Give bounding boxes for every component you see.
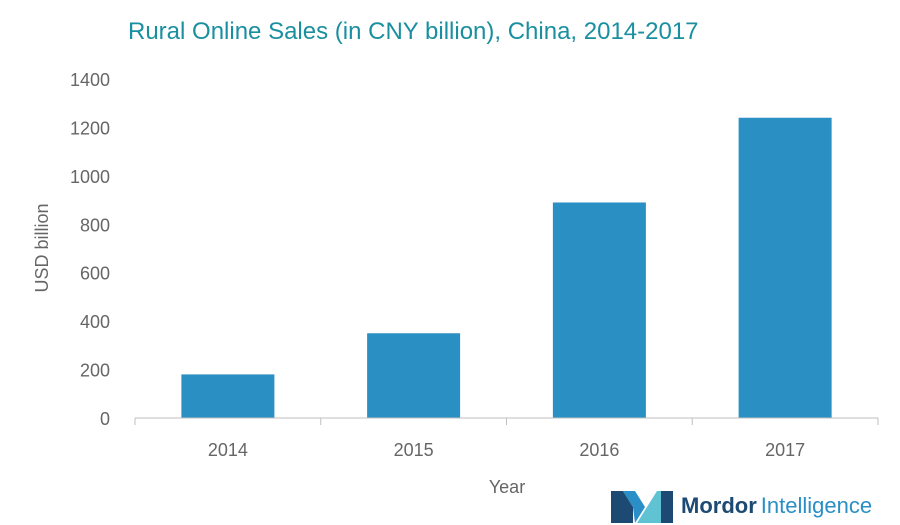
y-axis-title: USD billion (32, 203, 52, 292)
y-tick-label: 600 (80, 264, 110, 284)
x-tick-label: 2014 (208, 440, 248, 460)
logo-text-mordor: Mordor (681, 493, 757, 518)
y-tick-label: 800 (80, 215, 110, 235)
y-tick-label: 200 (80, 361, 110, 381)
bar-2017 (738, 117, 832, 418)
y-tick-label: 400 (80, 312, 110, 332)
logo-mark-icon (611, 491, 673, 523)
logo-text-intelligence: Intelligence (760, 493, 873, 518)
chart-title: Rural Online Sales (in CNY billion), Chi… (128, 18, 699, 45)
y-tick-label: 0 (100, 409, 110, 429)
bar-2015 (367, 333, 461, 418)
y-tick-label: 1000 (70, 167, 110, 187)
mordor-intelligence-logo: Mordor Intelligence (611, 488, 872, 524)
y-tick-label: 1200 (70, 118, 110, 138)
y-tick-label: 1400 (70, 70, 110, 90)
x-tick-label: 2016 (579, 440, 619, 460)
bars (181, 117, 832, 418)
x-axis-title: Year (489, 477, 525, 497)
y-axis-ticks: 0 200 400 600 800 1000 1200 1400 (70, 70, 110, 429)
bar-2016 (552, 202, 646, 418)
bar-2014 (181, 374, 275, 418)
x-tick-label: 2015 (394, 440, 434, 460)
x-tick-label: 2017 (765, 440, 805, 460)
x-axis-ticks: 2014 2015 2016 2017 (134, 418, 879, 460)
